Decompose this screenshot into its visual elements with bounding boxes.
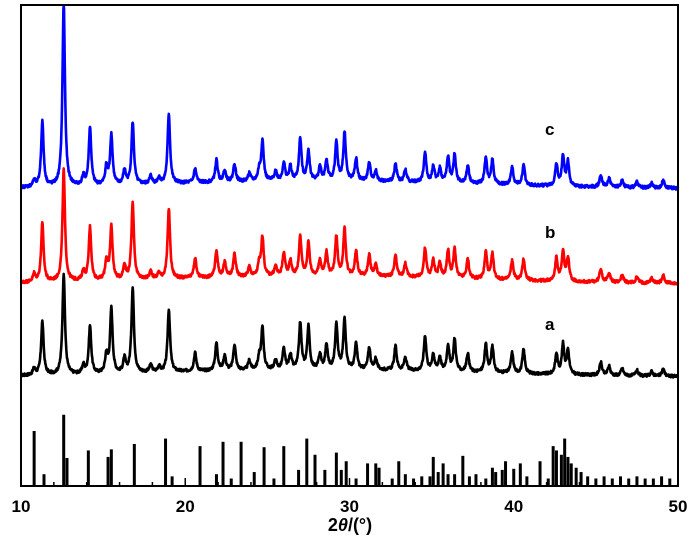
series-line-a — [20, 272, 680, 379]
x-axis-title-prefix: 2 — [328, 515, 338, 535]
x-axis-title-unit: /(°) — [348, 515, 372, 535]
x-tick-label: 40 — [504, 497, 523, 516]
curve-label-c: c — [545, 120, 554, 139]
x-tick-label: 50 — [669, 497, 688, 516]
x-axis-title-theta: θ — [338, 515, 348, 535]
curve-labels: a b c — [545, 120, 555, 334]
curve-label-b: b — [545, 223, 555, 242]
x-axis-title: 2θ/(°) — [328, 515, 372, 535]
x-tick-label: 10 — [12, 497, 31, 516]
series-line-b — [19, 167, 680, 286]
x-tick-label: 30 — [340, 497, 359, 516]
curve-label-a: a — [545, 315, 555, 334]
plot-frame — [20, 4, 679, 487]
plot-area — [19, 4, 680, 485]
x-tick-label: 20 — [176, 497, 195, 516]
x-axis-ticks: 10 20 30 40 50 — [12, 478, 688, 516]
series-line-c — [19, 4, 680, 191]
